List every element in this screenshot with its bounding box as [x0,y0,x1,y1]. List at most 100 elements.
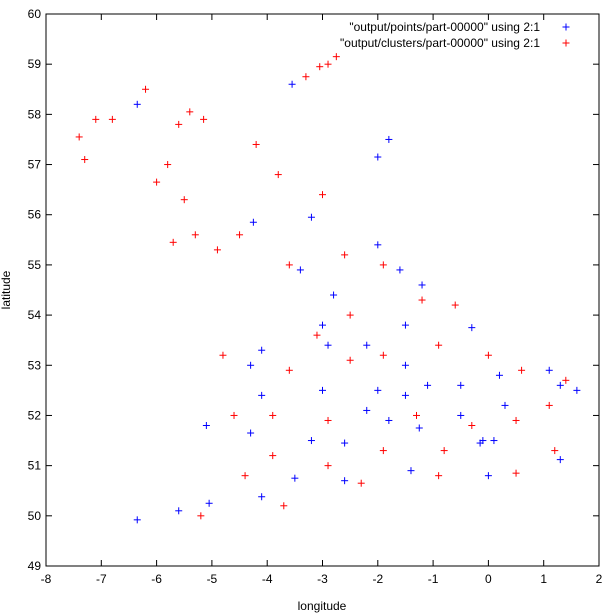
y-tick-label: 55 [28,258,42,272]
cluster-marker [319,191,326,199]
point-marker [468,324,476,332]
point-marker [556,456,564,464]
point-marker [415,424,423,432]
cluster-marker [269,452,277,460]
point-marker [495,371,503,379]
cluster-marker [562,376,570,384]
cluster-marker [440,447,448,455]
point-marker [258,493,266,501]
x-tick-label: 1 [540,572,547,586]
point-marker [479,437,487,445]
y-axis-title: latitude [0,270,13,309]
y-tick-label: 59 [28,57,42,71]
point-marker [424,381,432,389]
point-marker [385,135,393,143]
cluster-marker [186,108,194,116]
point-marker [545,366,553,374]
legend-label-clusters: "output/clusters/part-00000" using 2:1 [340,36,540,50]
cluster-marker [357,479,365,487]
cluster-marker [324,462,332,470]
cluster-marker [213,246,221,254]
cluster-marker [241,472,249,480]
cluster-marker [324,60,332,68]
cluster-marker [332,53,340,61]
x-tick-label: -7 [96,572,107,586]
cluster-marker [435,341,443,349]
point-marker [341,439,349,447]
point-marker [363,406,371,414]
cluster-marker [468,421,476,429]
cluster-marker [108,115,116,123]
point-marker [396,266,404,274]
cluster-marker [341,251,349,259]
point-marker [288,80,296,88]
legend-label-points: "output/points/part-00000" using 2:1 [349,20,540,34]
y-tick-label: 50 [28,509,42,523]
x-tick-label: -6 [151,572,162,586]
point-marker [330,291,338,299]
cluster-marker [230,411,238,419]
cluster-marker [418,296,426,304]
cluster-marker [175,120,183,128]
point-marker [247,429,255,437]
cluster-marker [346,356,354,364]
cluster-marker [435,472,443,480]
point-marker [258,346,266,354]
cluster-marker [379,351,387,359]
cluster-marker [280,502,288,510]
cluster-marker [142,85,150,93]
x-axis-title: longitude [298,599,347,613]
cluster-marker [451,301,459,309]
x-tick-label: 0 [485,572,492,586]
y-tick-label: 60 [28,7,42,21]
x-tick-label: -4 [262,572,273,586]
y-tick-label: 56 [28,208,42,222]
legend-plus [562,23,570,31]
y-tick-label: 57 [28,158,42,172]
y-tick-label: 52 [28,408,42,422]
cluster-marker [252,140,260,148]
cluster-marker [302,73,310,81]
cluster-marker [75,133,83,141]
cluster-marker [551,447,559,455]
point-marker [385,416,393,424]
cluster-marker [316,63,324,71]
cluster-marker [236,231,244,239]
point-marker [374,241,382,249]
x-tick-label: -3 [317,572,328,586]
cluster-marker [413,411,421,419]
y-axis-ticks: 49 50 51 52 53 54 55 56 57 58 59 60 [28,7,599,573]
point-marker [418,281,426,289]
cluster-marker [518,366,526,374]
point-marker [307,437,315,445]
cluster-marker [379,447,387,455]
point-marker [573,386,581,394]
point-marker [401,361,409,369]
y-tick-label: 51 [28,459,42,473]
cluster-marker [197,512,205,520]
cluster-marker [545,401,553,409]
point-marker [247,361,255,369]
y-tick-label: 54 [28,308,42,322]
point-marker [363,341,371,349]
point-marker [490,437,498,445]
point-marker [205,499,213,507]
y-tick-label: 53 [28,358,42,372]
legend: "output/points/part-00000" using 2:1 "ou… [340,20,570,50]
point-marker [341,477,349,485]
point-marker [249,218,257,226]
point-marker [374,153,382,161]
x-tick-label: 2 [596,572,603,586]
point-marker [258,391,266,399]
cluster-marker [512,469,520,477]
data-points [75,53,581,524]
cluster-marker [285,261,293,269]
x-axis-ticks: -8 -7 -6 -5 -4 -3 -2 -1 0 1 2 [41,14,603,586]
point-marker [324,341,332,349]
legend-marker-clusters [562,39,570,47]
cluster-marker [512,416,520,424]
point-marker [407,467,415,475]
cluster-marker [92,115,100,123]
point-marker [484,472,492,480]
